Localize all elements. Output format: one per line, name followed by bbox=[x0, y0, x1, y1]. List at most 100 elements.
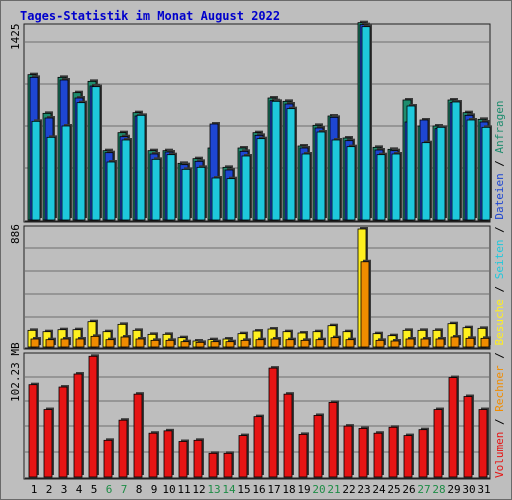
x-tick-label: 27 bbox=[417, 483, 430, 496]
bar-rechner bbox=[240, 339, 250, 348]
bar-rechner bbox=[60, 338, 70, 348]
bar-seiten bbox=[226, 178, 236, 221]
bar-rechner bbox=[285, 339, 295, 348]
x-tick-label: 15 bbox=[237, 483, 250, 496]
bar-volumen bbox=[238, 435, 248, 478]
bar-seiten bbox=[346, 146, 356, 221]
bar-volumen bbox=[313, 415, 323, 478]
bar-volumen bbox=[253, 416, 263, 478]
bar-rechner bbox=[375, 339, 385, 348]
x-tick-label: 22 bbox=[342, 483, 355, 496]
x-tick-label: 8 bbox=[136, 483, 143, 496]
bar-rechner bbox=[120, 336, 130, 348]
bar-volumen bbox=[148, 432, 158, 478]
bar-rechner bbox=[315, 339, 325, 348]
bar-volumen bbox=[358, 428, 368, 478]
x-tick-label: 13 bbox=[207, 483, 220, 496]
bar-seiten bbox=[451, 101, 461, 221]
bar-rechner bbox=[300, 339, 310, 348]
legend: Volumen / Rechner / Besuche / Seiten / D… bbox=[493, 100, 506, 478]
bar-volumen bbox=[118, 419, 128, 478]
bar-seiten bbox=[31, 120, 41, 221]
bar-volumen bbox=[283, 393, 293, 478]
bar-rechner bbox=[405, 338, 415, 348]
bar-volumen bbox=[433, 409, 443, 478]
bar-volumen bbox=[343, 425, 353, 478]
bar-volumen bbox=[448, 377, 458, 478]
x-tick-label: 31 bbox=[477, 483, 490, 496]
bar-rechner bbox=[360, 261, 370, 348]
bar-rechner bbox=[165, 339, 175, 348]
legend-seiten: Seiten bbox=[493, 240, 506, 280]
bar-seiten bbox=[136, 114, 146, 221]
bar-rechner bbox=[225, 341, 235, 348]
x-tick-label: 6 bbox=[106, 483, 113, 496]
bar-seiten bbox=[121, 139, 131, 221]
bar-seiten bbox=[151, 158, 161, 221]
bar-rechner bbox=[345, 339, 355, 348]
x-tick-label: 1 bbox=[31, 483, 38, 496]
x-tick-label: 14 bbox=[222, 483, 236, 496]
x-tick-label: 26 bbox=[402, 483, 415, 496]
bar-volumen bbox=[178, 441, 188, 478]
legend-sep-3: / bbox=[493, 279, 506, 299]
bar-rechner bbox=[30, 338, 40, 348]
bar-volumen bbox=[58, 386, 68, 478]
x-tick-label: 19 bbox=[297, 483, 310, 496]
x-tick-label: 3 bbox=[61, 483, 68, 496]
bar-volumen bbox=[73, 373, 83, 478]
bar-rechner bbox=[420, 338, 430, 348]
bar-volumen bbox=[103, 439, 113, 478]
bar-rechner bbox=[90, 335, 100, 348]
bar-volumen bbox=[43, 409, 53, 478]
legend-rechner: Rechner bbox=[493, 365, 506, 412]
bar-seiten bbox=[211, 177, 221, 221]
y-tick-visits: 886 bbox=[9, 224, 22, 244]
bar-rechner bbox=[150, 339, 160, 348]
bar-rechner bbox=[180, 341, 190, 348]
bar-seiten bbox=[256, 138, 266, 221]
bar-volumen bbox=[403, 435, 413, 478]
x-tick-label: 16 bbox=[252, 483, 265, 496]
bar-seiten bbox=[271, 100, 281, 221]
x-tick-label: 11 bbox=[177, 483, 190, 496]
bar-seiten bbox=[106, 161, 116, 221]
bar-seiten bbox=[316, 131, 326, 221]
legend-dateien: Dateien bbox=[493, 173, 506, 219]
legend-sep-2: / bbox=[493, 346, 506, 366]
bar-seiten bbox=[376, 154, 386, 221]
bar-volumen bbox=[478, 409, 488, 478]
legend-sep-4: / bbox=[493, 220, 506, 240]
x-tick-label: 4 bbox=[76, 483, 83, 496]
x-tick-label: 12 bbox=[192, 483, 205, 496]
bar-seiten bbox=[331, 139, 341, 221]
x-tick-label: 2 bbox=[46, 483, 53, 496]
bar-rechner bbox=[450, 336, 460, 348]
x-tick-label: 17 bbox=[267, 483, 280, 496]
bar-rechner bbox=[195, 341, 205, 348]
bar-volumen bbox=[88, 355, 98, 478]
bar-rechner bbox=[270, 338, 280, 348]
bar-seiten bbox=[301, 153, 311, 221]
bar-seiten bbox=[46, 136, 56, 221]
x-tick-label: 24 bbox=[372, 483, 386, 496]
bar-seiten bbox=[91, 86, 101, 221]
x-tick-label: 30 bbox=[462, 483, 475, 496]
bar-rechner bbox=[210, 341, 220, 348]
bar-seiten bbox=[241, 155, 251, 221]
x-tick-label: 20 bbox=[312, 483, 325, 496]
x-axis-labels: 1 2 3 4 5 6 7 8 9 10 11 12 13 14 15 16 17 18 19 20 21 22 23 24 2… bbox=[31, 483, 491, 496]
bar-seiten bbox=[406, 105, 416, 221]
bar-volumen bbox=[28, 384, 38, 478]
bar-seiten bbox=[391, 153, 401, 221]
bar-volumen bbox=[208, 452, 218, 478]
bar-seiten bbox=[361, 26, 371, 221]
bar-seiten bbox=[181, 168, 191, 221]
bar-seiten bbox=[166, 154, 176, 221]
bar-rechner bbox=[105, 339, 115, 348]
bar-volumen bbox=[223, 452, 233, 478]
bar-seiten bbox=[421, 142, 431, 221]
bar-seiten bbox=[481, 126, 491, 221]
legend-besuche: Besuche bbox=[493, 299, 506, 345]
